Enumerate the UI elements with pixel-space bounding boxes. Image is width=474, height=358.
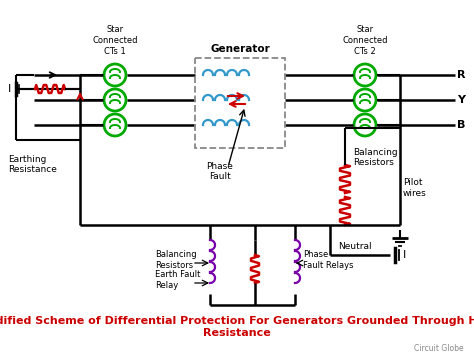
Text: Earth Fault
Relay: Earth Fault Relay [155,270,201,290]
Text: Generator: Generator [210,44,270,54]
Text: I: I [8,84,11,94]
Text: Neutral: Neutral [338,242,372,251]
Text: Y: Y [457,95,465,105]
Text: Star
Connected
CTs 1: Star Connected CTs 1 [92,25,138,56]
Text: Phase
Fault Relays: Phase Fault Relays [303,250,354,270]
Text: R: R [457,70,465,80]
Text: Balancing
Resistors: Balancing Resistors [155,250,197,270]
Text: B: B [457,120,465,130]
Text: Earthing
Resistance: Earthing Resistance [8,155,57,174]
Text: Modified Scheme of Differential Protection For Generators Grounded Through High
: Modified Scheme of Differential Protecti… [0,316,474,338]
Text: Balancing
Resistors: Balancing Resistors [353,148,398,168]
Text: Pilot
wires: Pilot wires [403,178,427,198]
Text: Star
Connected
CTs 2: Star Connected CTs 2 [342,25,388,56]
Text: Circuit Globe: Circuit Globe [414,344,464,353]
Text: Phase
Fault: Phase Fault [207,162,233,182]
Bar [195,58,285,148]
Text: I: I [403,250,406,260]
